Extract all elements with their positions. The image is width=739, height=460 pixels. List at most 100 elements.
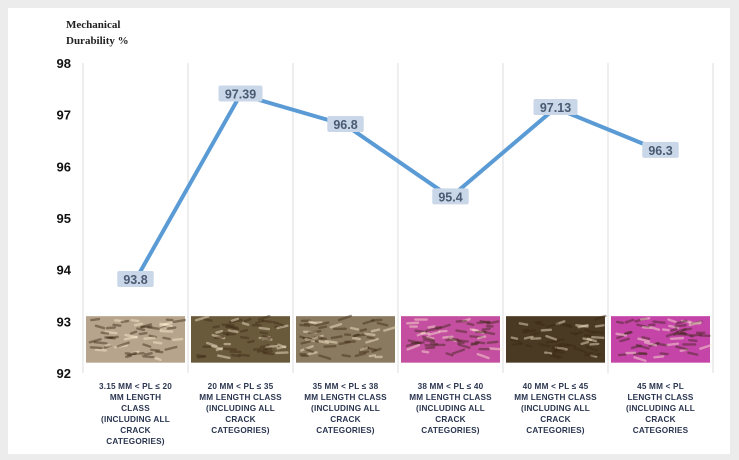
pellet-texture <box>451 348 466 355</box>
pellet-texture <box>479 319 491 324</box>
x-tick-label: 20 MM < PL ≤ 35 MM LENGTH CLASS (INCLUDING… <box>199 382 282 435</box>
pellet-texture <box>469 328 479 332</box>
x-tick-label-line: 3.15 MM < PL ≤ 20 <box>99 382 172 391</box>
pellet-texture <box>304 337 316 343</box>
pellet-texture <box>587 353 602 357</box>
pellet-texture <box>302 336 314 342</box>
pellet-texture <box>633 352 648 356</box>
pellet-texture <box>308 320 317 325</box>
pellet-texture <box>329 322 343 329</box>
pellet-texture <box>593 330 604 335</box>
pellet-texture <box>556 346 568 351</box>
pellet-texture <box>368 354 377 358</box>
pellet-texture <box>364 332 376 337</box>
pellet-texture <box>665 331 679 338</box>
pellet-texture <box>564 323 573 327</box>
x-tick-label-line: (INCLUDING ALL <box>416 404 485 413</box>
pellet-texture <box>159 321 174 327</box>
data-label: 96.8 <box>327 116 364 132</box>
x-tick-label-line: MM LENGTH CLASS <box>304 393 387 402</box>
pellet-texture <box>259 343 270 349</box>
pellet-texture <box>414 329 428 334</box>
pellet-texture <box>424 346 436 350</box>
pellet-photo <box>191 314 290 363</box>
pellet-texture <box>486 340 499 345</box>
pellet-texture <box>239 335 250 340</box>
pellet-texture <box>124 333 139 339</box>
pellet-texture <box>447 336 462 343</box>
pellet-texture <box>486 320 500 325</box>
pellet-texture <box>148 334 157 339</box>
pellet-texture <box>584 328 596 334</box>
pellet-texture <box>196 354 206 358</box>
pellet-texture <box>317 335 328 341</box>
pellet-texture <box>313 336 323 340</box>
pellet-texture <box>580 340 590 346</box>
pellet-texture <box>477 335 487 340</box>
pellet-texture <box>551 342 566 349</box>
pellet-texture <box>362 319 375 325</box>
x-tick-label-line: CATEGORIES <box>633 426 689 435</box>
x-tick-label-line: CRACK <box>120 426 151 435</box>
pellet-texture <box>445 338 459 342</box>
pellet-texture <box>688 339 698 343</box>
y-axis-label-line-2: Durability % <box>66 35 129 47</box>
pellet-texture <box>516 322 527 327</box>
pellet-texture <box>247 339 255 344</box>
pellet-texture <box>538 342 551 348</box>
pellet-texture <box>481 327 491 331</box>
pellet-texture <box>299 335 308 340</box>
pellet-texture <box>679 331 694 338</box>
pellet-texture <box>264 344 279 348</box>
pellet-texture <box>619 337 630 343</box>
pellet-texture <box>470 341 480 347</box>
pellet-texture <box>426 335 435 340</box>
pellet-texture <box>211 344 223 351</box>
pellet-texture <box>337 314 353 322</box>
pellet-texture <box>259 331 269 335</box>
pellet-texture <box>144 352 153 356</box>
data-label: 93.8 <box>117 271 154 287</box>
pellet-texture <box>442 335 454 339</box>
pellet-texture <box>410 341 425 345</box>
pellet-texture <box>675 319 688 325</box>
pellet-texture <box>554 346 566 351</box>
pellet-texture <box>591 336 605 340</box>
pellet-texture <box>634 317 648 323</box>
data-label-text: 97.13 <box>540 101 571 115</box>
pellet-photo-background <box>86 316 185 363</box>
pellet-texture <box>306 337 319 343</box>
pellet-texture <box>358 350 370 354</box>
pellet-photo <box>611 316 713 363</box>
pellet-texture <box>665 342 680 347</box>
pellet-texture <box>687 351 699 356</box>
data-label-box <box>533 98 578 115</box>
pellet-texture <box>217 354 231 360</box>
pellet-texture <box>352 333 360 338</box>
data-label-text: 96.8 <box>333 118 357 132</box>
pellet-texture <box>445 352 454 357</box>
pellet-texture <box>112 323 122 327</box>
pellet-texture <box>160 325 169 330</box>
pellet-texture <box>511 342 524 346</box>
x-tick-label-line: MM LENGTH CLASS <box>409 393 492 402</box>
pellet-texture <box>668 324 680 330</box>
pellet-texture <box>106 336 116 340</box>
pellet-texture <box>624 330 632 335</box>
pellet-texture <box>427 325 436 329</box>
pellet-photo <box>401 316 503 363</box>
pellet-texture <box>669 336 685 341</box>
pellet-photo <box>86 316 187 363</box>
x-tick-label-line: (INCLUDING ALL <box>311 404 380 413</box>
pellet-texture <box>138 331 148 336</box>
pellet-texture <box>637 337 651 343</box>
pellet-texture <box>577 324 589 329</box>
pellet-texture <box>303 330 318 334</box>
pellet-texture <box>616 334 625 340</box>
x-tick-label-line: MM LENGTH CLASS <box>514 393 597 402</box>
x-tick-label-line: (INCLUDING ALL <box>101 415 170 424</box>
pellet-texture <box>221 323 235 327</box>
pellet-texture <box>530 332 540 337</box>
pellet-texture <box>103 344 112 349</box>
pellet-texture <box>406 343 421 351</box>
